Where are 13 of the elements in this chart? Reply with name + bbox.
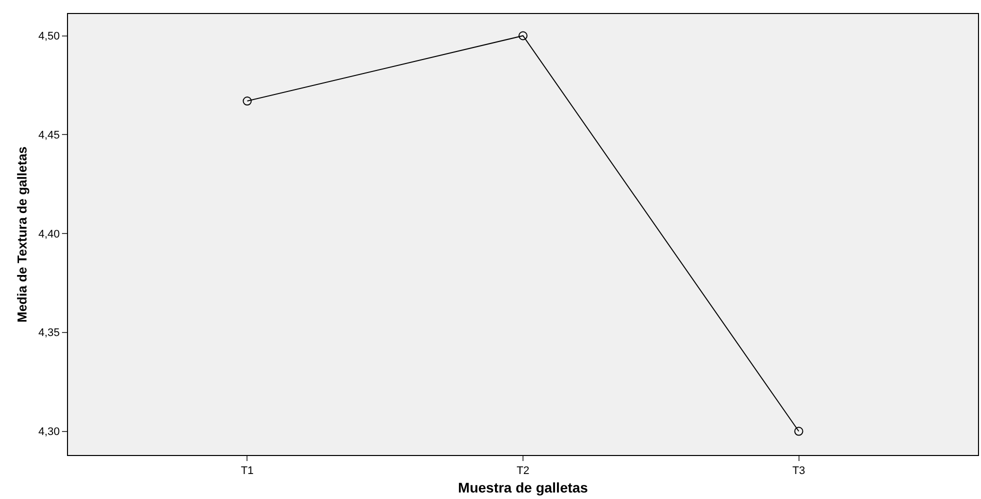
y-tick-label: 4,35 xyxy=(38,327,60,340)
y-tick-label: 4,40 xyxy=(38,228,60,240)
y-tick-label: 4,30 xyxy=(38,426,60,438)
point xyxy=(518,31,528,40)
point xyxy=(242,96,252,106)
y-tick-label: 4,45 xyxy=(38,129,60,142)
y-tick-label: 4,50 xyxy=(38,30,60,43)
y-axis-title: Media de Textura de galletas xyxy=(14,146,30,323)
x-tick-label: T2 xyxy=(516,465,530,478)
x-axis-title: Muestra de galletas xyxy=(458,480,588,496)
x-tick-label: T1 xyxy=(240,465,254,478)
point xyxy=(794,426,804,436)
x-tick-label: T3 xyxy=(792,465,806,478)
